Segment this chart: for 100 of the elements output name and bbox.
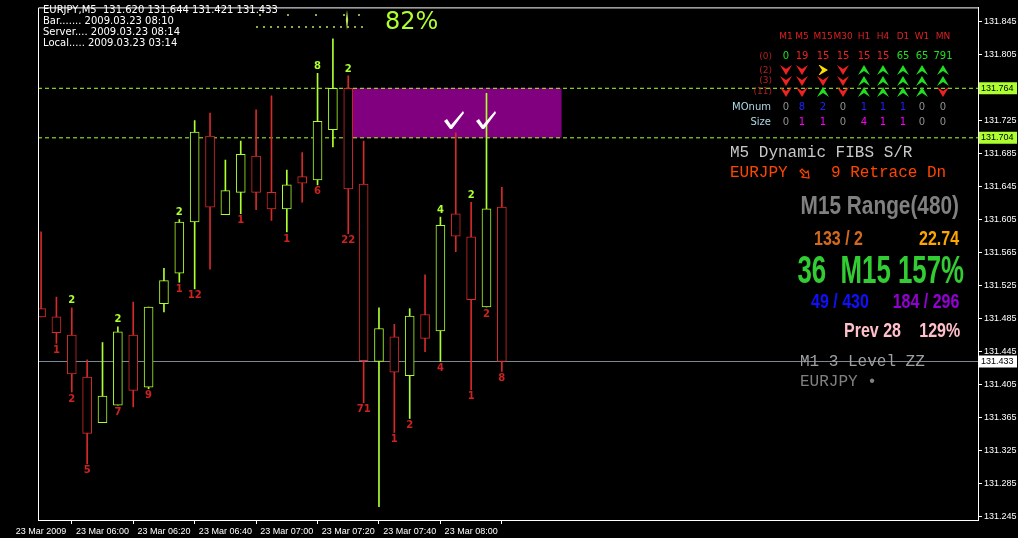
y-tick-label: 131.485 xyxy=(984,313,1017,324)
annotation: 19 xyxy=(795,50,809,61)
annotation: 1 xyxy=(52,343,60,355)
annotation: 2 xyxy=(819,101,827,112)
annotation: M30 xyxy=(833,30,853,41)
annotation: MOnum xyxy=(732,101,771,112)
annotation: EURJPY xyxy=(730,164,788,182)
y-tick-label: 131.445 xyxy=(984,346,1017,357)
annotation: 5 xyxy=(83,464,91,476)
annotation: 2 xyxy=(483,307,491,319)
annotation: 2 xyxy=(68,392,76,404)
y-tick-label: 131.285 xyxy=(984,478,1017,489)
annotation: 0 xyxy=(918,116,926,127)
annotation: 0 xyxy=(839,101,847,112)
annotation: W1 xyxy=(914,30,930,41)
annotation: 15 xyxy=(816,50,830,61)
annotation: H1 xyxy=(857,30,871,41)
annotation: 1 xyxy=(899,101,907,112)
y-tick-label: 131.325 xyxy=(984,445,1017,456)
annotation: Bar....... 2009.03.23 08:10 xyxy=(43,15,174,26)
annotation: 22 xyxy=(341,234,356,246)
annotation: 0 xyxy=(782,116,790,127)
annotation: 2 xyxy=(175,206,183,218)
annotation: 9 Retrace Dn xyxy=(831,164,947,182)
y-tick-label: 131.805 xyxy=(984,48,1017,59)
annotation: 2 xyxy=(114,313,122,325)
annotation: 1 xyxy=(899,116,907,127)
annotation: 1 xyxy=(237,214,245,226)
x-tick-label: 23 Mar 06:00 xyxy=(75,525,130,536)
annotation: 791 xyxy=(933,50,953,61)
annotation: 8 xyxy=(314,60,322,72)
annotation: 1 xyxy=(390,433,398,445)
annotation: 0 xyxy=(839,116,847,127)
x-tick-label: 23 Mar 07:00 xyxy=(260,525,314,536)
annotation: 129% xyxy=(919,319,960,341)
annotation: 2 xyxy=(68,294,76,306)
y-tick-label: 131.525 xyxy=(984,280,1017,291)
annotation: 1 xyxy=(879,101,887,112)
y-tick-label: 131.605 xyxy=(984,214,1017,225)
ref-line-label: 131.764 xyxy=(981,82,1014,93)
y-tick-label: 131.405 xyxy=(984,379,1017,390)
annotation: 6 xyxy=(314,185,322,197)
annotation: 15 xyxy=(836,50,850,61)
annotation: Local..... 2009.03.23 03:14 xyxy=(43,37,178,48)
annotation: 65 xyxy=(896,50,910,61)
annotation: 15 xyxy=(876,50,890,61)
annotation: M15 Range(480) xyxy=(800,190,959,220)
y-tick-label: 131.365 xyxy=(984,412,1017,423)
annotation: 1 xyxy=(467,390,475,402)
y-tick-label: 131.245 xyxy=(984,511,1017,522)
annotation: M5 xyxy=(795,30,809,41)
annotation: (11) xyxy=(753,85,772,96)
x-tick-label: 23 Mar 06:20 xyxy=(137,525,191,536)
annotation: 0 xyxy=(939,101,947,112)
annotation: 2 xyxy=(467,188,475,200)
y-tick-label: 131.685 xyxy=(984,147,1017,158)
annotation: 9 xyxy=(145,389,153,401)
annotation: M15 xyxy=(813,30,833,41)
annotation: 133 / 2 xyxy=(814,227,863,249)
x-tick-label: 23 Mar 2009 xyxy=(15,525,67,536)
y-tick-label: 131.845 xyxy=(984,15,1017,26)
annotation: 1 xyxy=(879,116,887,127)
annotation: 22.74 xyxy=(918,227,959,249)
y-tick-label: 131.725 xyxy=(984,114,1017,125)
annotation: 12 xyxy=(187,289,202,301)
annotation: 1 xyxy=(175,282,183,294)
annotation: 49 / 430 xyxy=(811,290,869,312)
annotation: 8 xyxy=(798,101,806,112)
annotation: MN xyxy=(935,30,951,41)
y-tick-label: 131.565 xyxy=(984,247,1017,258)
x-tick-label: 23 Mar 07:40 xyxy=(383,525,437,536)
annotation: M5 Dynamic FIBS S/R xyxy=(730,144,913,162)
annotation: 36 M15 157% xyxy=(797,249,964,291)
annotation: EURJPY • xyxy=(800,373,877,391)
x-tick-label: 23 Mar 06:40 xyxy=(198,525,252,536)
y-tick-label: 131.645 xyxy=(984,181,1017,192)
x-tick-label: 23 Mar 08:00 xyxy=(444,525,498,536)
annotation: 2 xyxy=(406,419,414,431)
annotation: 82% xyxy=(385,7,439,35)
candlestick xyxy=(374,307,384,508)
annotation: 0 xyxy=(782,101,790,112)
candlestick xyxy=(297,152,308,203)
annotation: 4 xyxy=(436,362,444,374)
annotation: 71 xyxy=(356,403,371,415)
annotation: 0 xyxy=(918,101,926,112)
annotation: 184 / 296 xyxy=(892,290,959,312)
annotation: Prev 28 xyxy=(844,319,901,341)
annotation: 2 xyxy=(344,62,352,74)
x-tick-label: 23 Mar 07:20 xyxy=(321,525,375,536)
annotation: Server.... 2009.03.23 08:14 xyxy=(43,26,181,37)
annotation: 1 xyxy=(819,116,827,127)
annotation: (2) xyxy=(759,64,772,75)
annotation: 1 xyxy=(798,116,806,127)
ref-line-label: 131.704 xyxy=(981,132,1014,143)
annotation: H4 xyxy=(876,30,890,41)
annotation: 0 xyxy=(939,116,947,127)
annotation: Size xyxy=(750,116,771,127)
candlestick xyxy=(450,132,461,253)
annotation: D1 xyxy=(896,30,910,41)
annotation: (3) xyxy=(759,74,772,85)
